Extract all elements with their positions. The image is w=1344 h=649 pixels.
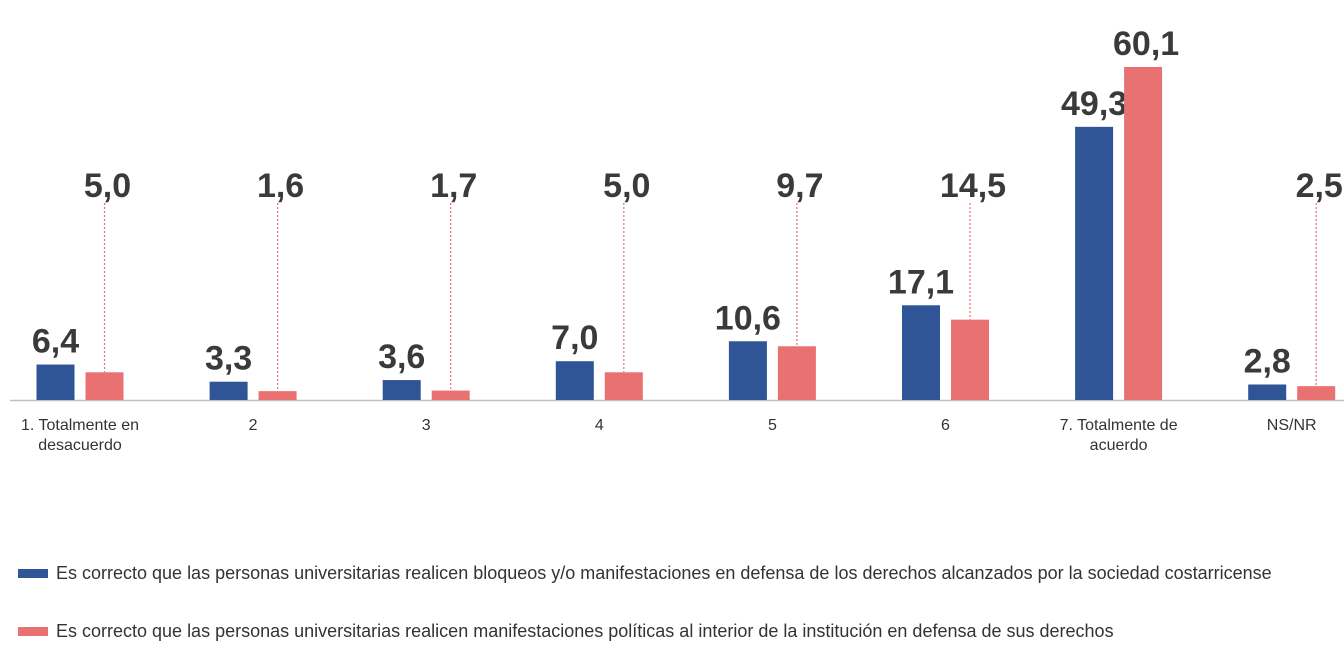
x-tick-label: 5	[767, 417, 777, 434]
x-tick-label: 1. Totalmente en desacuerdo	[20, 417, 139, 454]
plot: 6,4 5,0 3,3 1,6 3,6 1,7 7,0 5,0 10,6 9,7 17,1 14,5 4…	[10, 25, 1344, 402]
bar	[382, 380, 421, 400]
data-label: 14,5	[940, 167, 1006, 205]
data-label: 1,6	[257, 167, 304, 205]
data-label: 2,5	[1296, 167, 1343, 205]
x-tick-label: 2	[248, 417, 258, 434]
bar	[555, 361, 594, 400]
data-label: 3,6	[378, 338, 425, 376]
bar	[777, 346, 816, 400]
data-label: 5,0	[84, 167, 131, 205]
bar	[902, 305, 940, 400]
bar	[431, 390, 470, 400]
legend-swatch	[18, 627, 48, 636]
data-label: 6,4	[32, 323, 79, 361]
data-label: 10,6	[715, 299, 781, 337]
bar	[1297, 386, 1336, 400]
legend-swatch	[18, 569, 48, 578]
data-label: 49,3	[1061, 85, 1127, 123]
bar	[951, 319, 989, 400]
x-tick-label: 7. Totalmente de acuerdo	[1059, 417, 1178, 454]
legend-label: Es correcto que las personas universitar…	[56, 563, 1272, 583]
bar	[85, 372, 124, 400]
bar	[209, 381, 248, 400]
bar	[604, 372, 643, 400]
data-label: 3,3	[205, 340, 252, 378]
data-label: 2,8	[1244, 342, 1291, 380]
legend-item: Es correcto que las personas universitar…	[18, 619, 1338, 643]
bar	[36, 364, 75, 400]
data-label: 5,0	[603, 167, 650, 205]
data-label: 17,1	[888, 263, 954, 301]
x-tick-label: NS/NR	[1266, 417, 1317, 434]
bar	[728, 341, 767, 400]
data-label: 7,0	[551, 319, 598, 357]
bar	[1075, 126, 1114, 400]
legend-label: Es correcto que las personas universitar…	[56, 621, 1114, 641]
x-tick-label: 4	[594, 417, 604, 434]
data-label: 60,1	[1113, 25, 1179, 63]
bar	[1248, 384, 1287, 400]
x-tick-label: 6	[941, 417, 950, 434]
data-label: 9,7	[776, 167, 823, 205]
legend-item: Es correcto que las personas universitar…	[18, 561, 1338, 585]
bar	[1124, 67, 1163, 400]
x-tick-label: 3	[421, 417, 431, 434]
data-label: 1,7	[430, 167, 477, 205]
bar	[258, 391, 297, 400]
